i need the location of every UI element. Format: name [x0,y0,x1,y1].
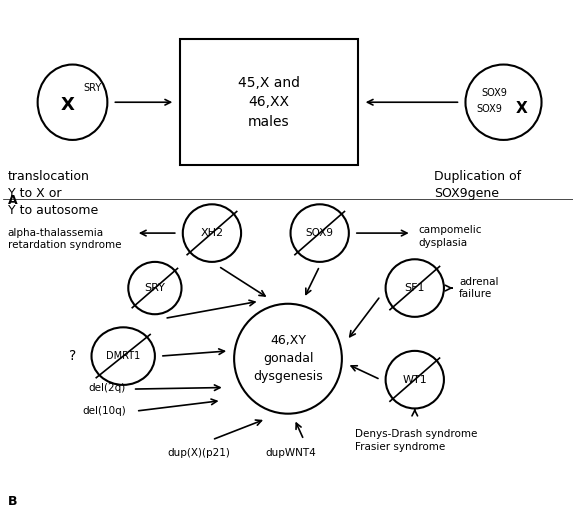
Text: SRY: SRY [145,283,165,293]
Text: SOX9: SOX9 [476,104,502,114]
Text: SOX9: SOX9 [481,88,507,98]
Text: ?: ? [69,349,76,363]
Text: translocation
Y to X or
Y to autosome: translocation Y to X or Y to autosome [8,170,98,217]
Text: del(10q): del(10q) [82,406,126,416]
Text: X: X [516,101,527,116]
Text: 46,XY
gonadal
dysgenesis: 46,XY gonadal dysgenesis [253,334,323,383]
Text: Duplication of
SOX9gene: Duplication of SOX9gene [434,170,521,200]
Text: XH2: XH2 [200,228,223,238]
Text: alpha-thalassemia
retardation syndrome: alpha-thalassemia retardation syndrome [8,228,122,250]
Text: SOX9: SOX9 [306,228,334,238]
Text: SRY: SRY [84,83,102,93]
Text: DMRT1: DMRT1 [106,351,141,361]
Text: WT1: WT1 [403,375,427,385]
Text: del(2q): del(2q) [88,382,126,393]
Text: SF1: SF1 [404,283,425,293]
Text: dupWNT4: dupWNT4 [266,448,317,458]
Text: B: B [8,495,17,508]
Text: adrenal
failure: adrenal failure [459,277,499,299]
Text: dup(X)(p21): dup(X)(p21) [168,448,231,458]
Text: A: A [8,194,17,207]
Text: 45,X and
46,XX
males: 45,X and 46,XX males [238,76,300,129]
Text: Denys-Drash syndrome
Frasier syndrome: Denys-Drash syndrome Frasier syndrome [355,430,477,452]
Bar [180,40,358,165]
Text: campomelic
dysplasia: campomelic dysplasia [418,225,482,248]
Text: X: X [60,96,74,114]
